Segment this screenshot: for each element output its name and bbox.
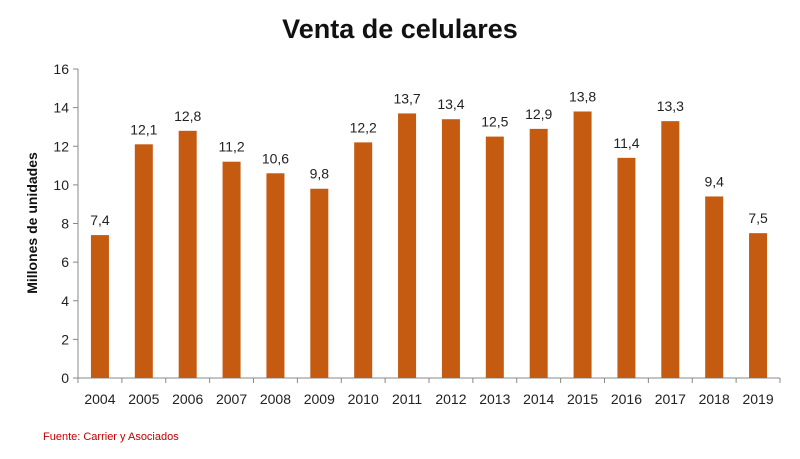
x-tick-label-2013: 2013 (479, 391, 510, 407)
x-tick-label-2005: 2005 (128, 391, 159, 407)
y-tick-label: 8 (61, 216, 69, 232)
data-label-2016: 11,4 (613, 135, 639, 151)
y-tick-label: 10 (53, 177, 69, 193)
x-tick-label-2010: 2010 (348, 391, 379, 407)
x-tick-label-2011: 2011 (392, 391, 422, 407)
bar-2011 (398, 113, 417, 378)
bar-2009 (310, 188, 329, 378)
bar-2016 (617, 157, 636, 378)
data-label-2019: 7,5 (748, 210, 768, 226)
x-tick-label-2009: 2009 (304, 391, 335, 407)
y-tick-label: 6 (61, 254, 69, 270)
y-tick-label: 16 (53, 61, 69, 77)
bar-2010 (354, 142, 373, 378)
x-tick-label-2006: 2006 (172, 391, 203, 407)
data-label-2010: 12,2 (350, 119, 377, 135)
bar-2018 (705, 196, 724, 378)
y-tick-label: 12 (53, 138, 69, 154)
data-label-2011: 13,7 (393, 90, 420, 106)
bar-2007 (222, 161, 241, 378)
y-tick-label: 14 (53, 100, 69, 116)
data-label-2007: 11,2 (218, 139, 244, 155)
bar-2008 (266, 173, 285, 378)
x-tick-label-2015: 2015 (567, 391, 598, 407)
data-label-2012: 13,4 (437, 96, 464, 112)
data-label-2013: 12,5 (481, 114, 508, 130)
x-tick-label-2017: 2017 (655, 391, 686, 407)
y-axis-label: Millones de unidades (24, 152, 40, 294)
data-label-2004: 7,4 (90, 212, 110, 228)
data-label-2014: 12,9 (525, 106, 552, 122)
x-tick-label-2004: 2004 (84, 391, 115, 407)
data-label-2006: 12,8 (174, 108, 201, 124)
data-label-2005: 12,1 (130, 121, 157, 137)
x-tick-label-2019: 2019 (742, 391, 773, 407)
bar-2015 (573, 111, 592, 379)
source-note: Fuente: Carrier y Asociados (43, 431, 179, 443)
bars (90, 111, 768, 379)
bar-2005 (134, 144, 153, 378)
bar-2017 (661, 121, 680, 379)
y-tick-label: 4 (61, 293, 69, 309)
x-tick-label-2008: 2008 (260, 391, 291, 407)
data-label-2017: 13,3 (657, 98, 684, 114)
chart-title: Venta de celulares (282, 14, 518, 44)
data-label-2015: 13,8 (569, 88, 596, 104)
data-label-2018: 9,4 (704, 173, 724, 189)
x-tick-label-2014: 2014 (523, 391, 554, 407)
bar-2006 (178, 130, 197, 378)
x-tick-label-2007: 2007 (216, 391, 247, 407)
x-tick-label-2012: 2012 (435, 391, 466, 407)
data-label-2009: 9,8 (310, 166, 330, 182)
bar-2004 (90, 235, 109, 378)
bar-2019 (749, 233, 768, 378)
bar-2014 (529, 128, 548, 378)
bar-2013 (485, 136, 504, 378)
data-label-2008: 10,6 (262, 150, 289, 166)
x-tick-label-2018: 2018 (699, 391, 730, 407)
y-tick-label: 0 (61, 370, 69, 386)
labels: 7,4 2004 12,1 2005 12,8 2006 11,2 2007 10,6 2008 9… (84, 88, 773, 407)
x-tick-label-2016: 2016 (611, 391, 642, 407)
bar-2012 (441, 119, 460, 379)
y-tick-label: 2 (61, 331, 69, 347)
